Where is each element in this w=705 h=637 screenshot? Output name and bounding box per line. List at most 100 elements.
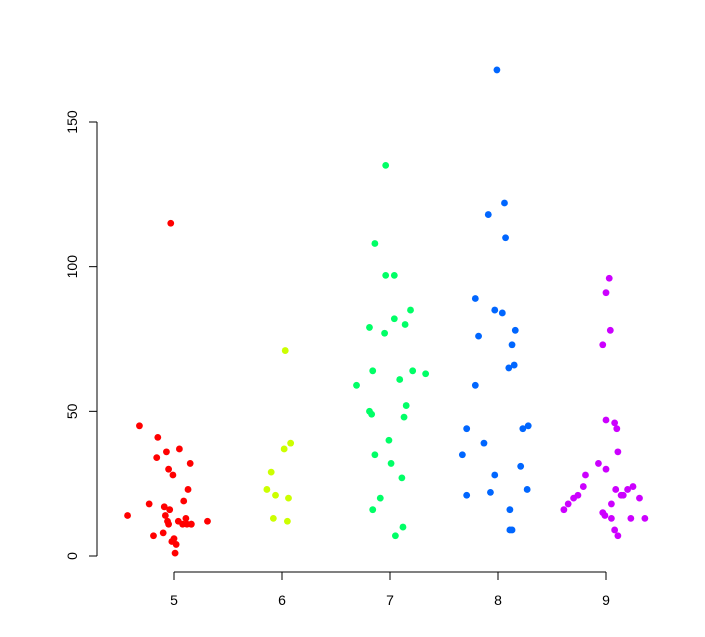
data-point: [608, 500, 615, 508]
data-point: [560, 506, 568, 514]
data-point: [579, 483, 587, 490]
data-point: [399, 523, 407, 531]
data-point: [390, 315, 398, 323]
data-point: [161, 512, 169, 519]
data-point: [606, 326, 614, 334]
data-point: [608, 514, 615, 522]
data-point: [280, 445, 288, 453]
data-point: [381, 329, 388, 337]
data-point: [401, 321, 409, 328]
data-point: [407, 306, 414, 314]
data-point: [491, 306, 499, 314]
data-point: [422, 370, 430, 378]
data-point: [176, 445, 183, 453]
data-point: [506, 506, 514, 514]
data-point: [204, 517, 211, 525]
y-tick-label: 0: [64, 552, 80, 560]
data-point: [390, 271, 398, 279]
y-tick-label: 50: [64, 403, 80, 419]
data-point: [475, 332, 482, 340]
data-point: [165, 520, 173, 528]
data-point: [501, 199, 508, 207]
data-point: [614, 532, 622, 540]
data-point: [564, 500, 572, 508]
data-point: [599, 341, 607, 349]
data-point: [267, 468, 275, 476]
series-8: [458, 66, 532, 534]
data-point: [376, 494, 384, 502]
data-point: [180, 497, 188, 505]
data-point: [491, 471, 499, 479]
data-point: [601, 512, 609, 519]
y-tick-label: 150: [64, 110, 80, 134]
data-point: [172, 541, 180, 548]
data-point: [385, 436, 393, 444]
data-point: [153, 454, 161, 462]
data-point: [396, 376, 404, 383]
data-point: [166, 506, 174, 514]
data-point: [136, 422, 143, 430]
data-point: [510, 361, 518, 369]
data-point: [524, 422, 532, 430]
data-point: [368, 410, 376, 418]
data-point: [508, 341, 516, 349]
data-point: [281, 347, 289, 354]
data-point: [523, 486, 531, 493]
data-point: [612, 486, 620, 493]
data-point: [402, 402, 410, 409]
data-point: [505, 364, 513, 372]
x-tick-label: 8: [494, 592, 502, 608]
data-point: [602, 465, 610, 473]
data-point: [627, 514, 635, 522]
data-point: [471, 381, 479, 389]
data-point: [487, 488, 494, 496]
data-point: [519, 425, 527, 433]
series-7: [353, 162, 430, 540]
data-point: [484, 211, 492, 218]
data-point: [371, 451, 379, 459]
data-point: [392, 532, 399, 540]
data-point: [398, 474, 406, 482]
data-point: [463, 491, 471, 499]
data-point: [613, 425, 621, 433]
data-point: [595, 460, 602, 467]
data-point: [463, 425, 471, 433]
data-point: [636, 494, 643, 502]
data-point: [263, 486, 271, 493]
data-point: [382, 271, 390, 279]
data-point: [369, 367, 377, 375]
data-point: [570, 494, 577, 502]
data-point: [511, 326, 519, 334]
data-point: [602, 416, 610, 424]
y-tick-label: 100: [64, 255, 80, 279]
data-point: [629, 483, 637, 490]
data-points: [124, 66, 649, 557]
series-5: [124, 219, 211, 557]
data-point: [382, 162, 390, 169]
data-point: [617, 491, 625, 499]
data-point: [287, 439, 295, 447]
data-point: [184, 486, 192, 493]
data-point: [614, 448, 622, 456]
data-point: [458, 451, 466, 459]
data-point: [171, 549, 179, 557]
series-6: [263, 347, 295, 525]
data-point: [582, 471, 589, 479]
data-point: [502, 234, 509, 242]
x-tick-label: 5: [170, 592, 178, 608]
data-point: [163, 448, 170, 456]
data-point: [269, 514, 277, 522]
data-point: [624, 486, 631, 493]
data-point: [272, 491, 279, 499]
data-point: [150, 532, 157, 540]
data-point: [498, 309, 506, 317]
data-point: [480, 439, 488, 447]
data-point: [371, 240, 379, 247]
y-axis: 0 50 100 150: [64, 110, 98, 560]
data-point: [167, 219, 175, 227]
data-point: [641, 514, 649, 522]
data-point: [159, 529, 167, 537]
data-point: [611, 419, 619, 427]
data-point: [186, 460, 194, 467]
